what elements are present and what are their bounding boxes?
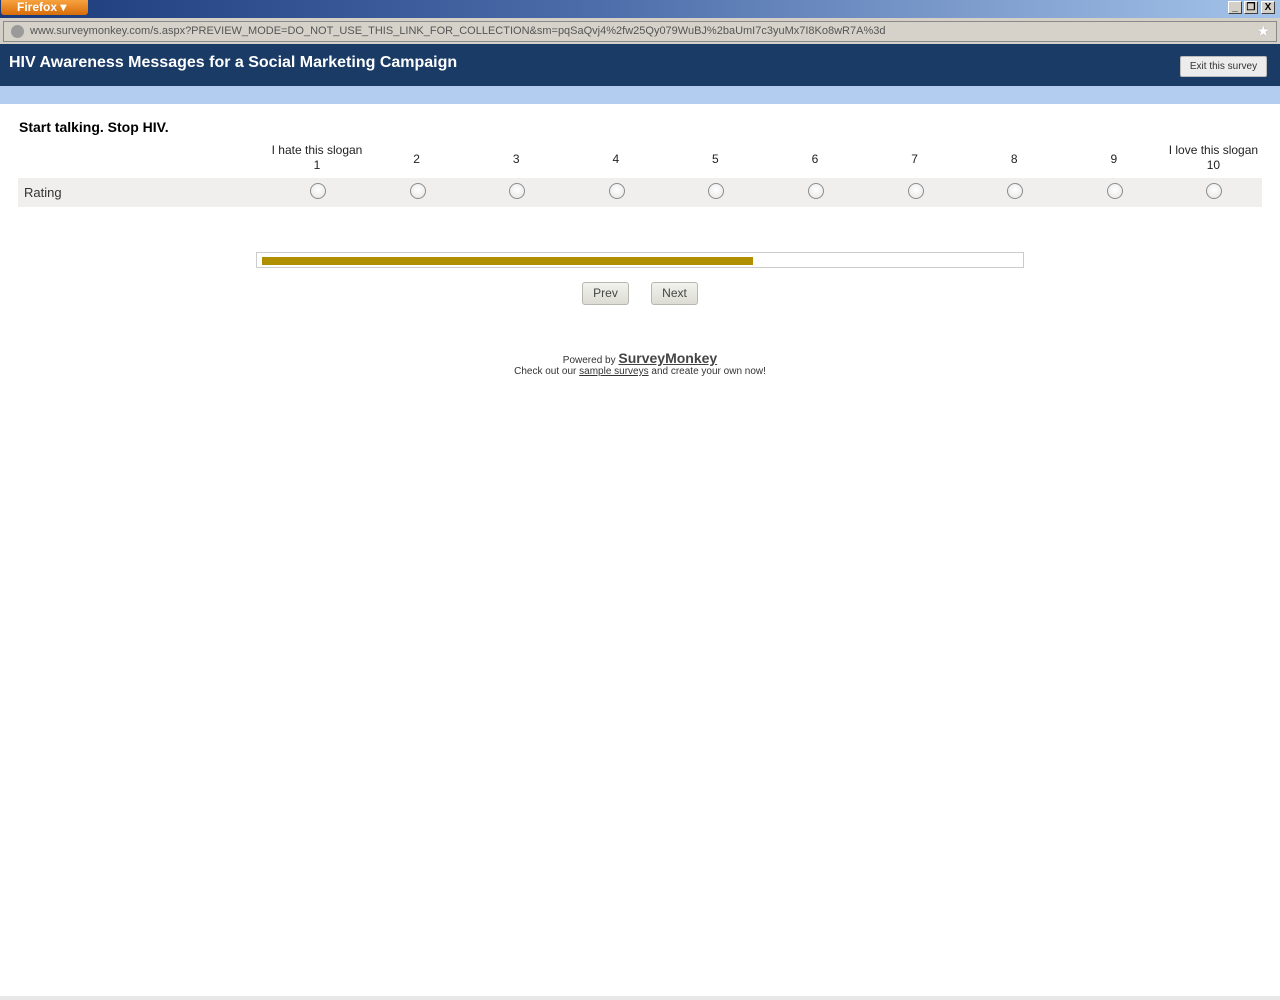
- close-button[interactable]: X: [1261, 1, 1275, 14]
- rating-radio-5[interactable]: [708, 183, 725, 199]
- question-title: Start talking. Stop HIV.: [19, 119, 169, 135]
- column-value: 4: [612, 152, 620, 166]
- restore-button[interactable]: ❐: [1244, 1, 1258, 14]
- column-value: 6: [811, 152, 819, 166]
- status-bar: [0, 996, 1280, 1000]
- column-header-7: 7: [855, 152, 975, 167]
- column-value: 3: [512, 152, 520, 166]
- progress-bar: [256, 252, 1024, 268]
- column-header-9: 9: [1054, 152, 1174, 167]
- powered-by-text: Powered by: [562, 355, 616, 366]
- exit-survey-button[interactable]: Exit this survey: [1180, 56, 1267, 77]
- rating-radio-6[interactable]: [808, 183, 824, 199]
- column-value: 8: [1010, 152, 1018, 166]
- column-value: 5: [712, 152, 719, 166]
- check-suffix: and create your own now!: [651, 366, 766, 377]
- url-field[interactable]: www.surveymonkey.com/s.aspx?PREVIEW_MODE…: [3, 21, 1277, 42]
- column-value: 7: [911, 152, 918, 166]
- column-anchor-label: I hate this slogan: [271, 143, 363, 157]
- column-anchor-label: I love this slogan: [1168, 143, 1259, 157]
- rating-radio-3[interactable]: [509, 183, 526, 199]
- rating-radio-4[interactable]: [608, 183, 625, 199]
- prev-button[interactable]: Prev: [582, 282, 629, 305]
- rating-radio-2[interactable]: [409, 183, 426, 199]
- minimize-button[interactable]: _: [1228, 1, 1242, 14]
- survey-title: HIV Awareness Messages for a Social Mark…: [9, 54, 458, 71]
- column-header-6: 6: [755, 152, 875, 167]
- header-band: [0, 86, 1280, 104]
- rating-radio-1[interactable]: [310, 183, 326, 199]
- rating-radio-9[interactable]: [1106, 183, 1123, 199]
- column-header-4: 4: [556, 152, 676, 167]
- column-header-1: I hate this slogan 1: [257, 143, 377, 173]
- column-value: 9: [1110, 152, 1118, 166]
- firefox-menu-button[interactable]: Firefox ▾: [1, 0, 88, 15]
- column-header-3: 3: [456, 152, 576, 167]
- rating-radio-8[interactable]: [1007, 183, 1024, 199]
- column-value: 2: [413, 152, 420, 166]
- column-header-5: 5: [655, 152, 775, 167]
- column-value: 1: [313, 158, 321, 172]
- column-header-10: I love this slogan 10: [1153, 143, 1273, 173]
- sample-surveys-link[interactable]: sample surveys: [579, 366, 649, 377]
- survey-header: HIV Awareness Messages for a Social Mark…: [0, 44, 1280, 86]
- browser-titlebar: Firefox ▾ _ ❐ X: [0, 0, 1280, 18]
- bookmark-star-icon[interactable]: ★: [1256, 23, 1270, 40]
- globe-icon: [11, 25, 24, 38]
- rating-row: Rating: [18, 178, 1262, 207]
- row-label: Rating: [24, 185, 62, 200]
- footer: Powered by SurveyMonkey Check out our sa…: [0, 350, 1280, 377]
- column-header-2: 2: [357, 152, 477, 167]
- column-header-8: 8: [954, 152, 1074, 167]
- rating-radio-7[interactable]: [907, 183, 924, 199]
- navigation-bar: www.surveymonkey.com/s.aspx?PREVIEW_MODE…: [0, 18, 1280, 44]
- progress-fill: [262, 257, 754, 265]
- column-value: 10: [1206, 158, 1221, 172]
- check-prefix: Check out our: [514, 366, 577, 377]
- next-button[interactable]: Next: [651, 282, 698, 305]
- rating-radio-10[interactable]: [1206, 183, 1223, 199]
- surveymonkey-link[interactable]: SurveyMonkey: [618, 350, 718, 366]
